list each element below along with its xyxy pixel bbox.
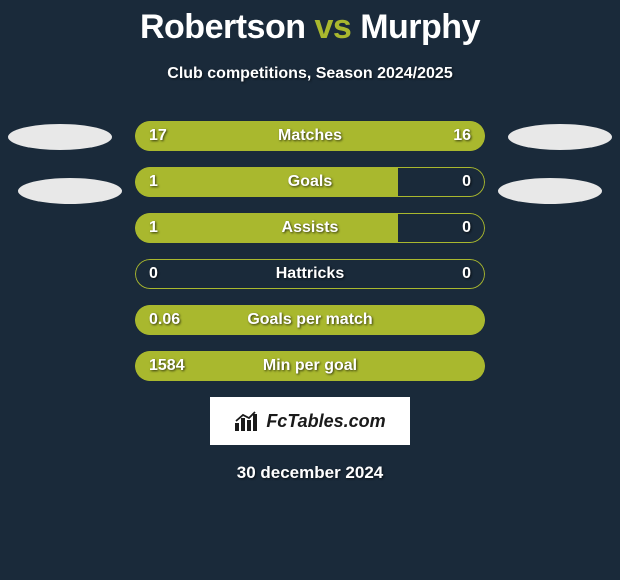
stat-label: Goals per match — [135, 305, 485, 335]
stat-value-right: 0 — [462, 167, 471, 197]
logo-text: FcTables.com — [266, 411, 385, 432]
stat-label: Matches — [135, 121, 485, 151]
stat-row: Goals per match0.06 — [135, 305, 485, 335]
stat-label: Min per goal — [135, 351, 485, 381]
date-text: 30 december 2024 — [0, 463, 620, 483]
stat-row: Hattricks0 0 — [135, 259, 485, 289]
stat-row: Matches17 16 — [135, 121, 485, 151]
player2-name: Murphy — [360, 8, 480, 46]
decorative-ellipse — [498, 178, 602, 204]
stat-row: Min per goal1584 — [135, 351, 485, 381]
stat-value-right: 0 — [462, 213, 471, 243]
stats-container: Matches1716Goals10Assists10Hattricks00Go… — [0, 121, 620, 381]
stat-value-left: 0.06 — [149, 305, 180, 335]
stat-label: Assists — [135, 213, 485, 243]
decorative-ellipse — [18, 178, 122, 204]
stat-value-left: 0 — [149, 259, 158, 289]
stat-row: Assists1 0 — [135, 213, 485, 243]
decorative-ellipse — [8, 124, 112, 150]
stat-value-left: 1584 — [149, 351, 185, 381]
stat-value-right: 16 — [453, 121, 471, 151]
stat-value-right: 0 — [462, 259, 471, 289]
chart-icon — [234, 411, 260, 431]
stat-value-left: 17 — [149, 121, 167, 151]
comparison-title: Robertson vs Murphy — [0, 0, 620, 47]
stat-value-left: 1 — [149, 213, 158, 243]
vs-text: vs — [314, 8, 351, 46]
stat-label: Hattricks — [135, 259, 485, 289]
stat-value-left: 1 — [149, 167, 158, 197]
decorative-ellipse — [508, 124, 612, 150]
fctables-logo: FcTables.com — [210, 397, 410, 445]
subtitle: Club competitions, Season 2024/2025 — [0, 65, 620, 83]
stat-label: Goals — [135, 167, 485, 197]
player1-name: Robertson — [140, 8, 306, 46]
stat-row: Goals1 0 — [135, 167, 485, 197]
